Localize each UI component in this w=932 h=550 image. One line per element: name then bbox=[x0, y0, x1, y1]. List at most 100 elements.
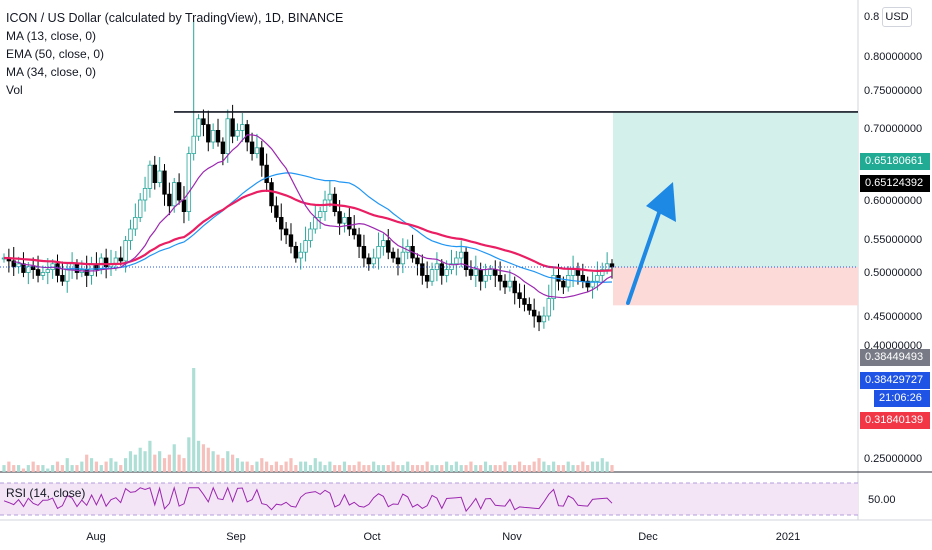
candle-body bbox=[352, 228, 357, 236]
candle-body bbox=[497, 274, 503, 282]
rsi-axis-label: 50.00 bbox=[868, 494, 896, 506]
candle-body bbox=[128, 228, 133, 241]
candle-body bbox=[371, 257, 376, 265]
volume-bar bbox=[133, 454, 137, 472]
candle-body bbox=[65, 269, 70, 282]
candle-body bbox=[502, 280, 508, 288]
candle-body bbox=[191, 135, 196, 154]
candle-body bbox=[575, 269, 581, 276]
candle-body bbox=[308, 228, 313, 241]
price-tick-label: 0.70000000 bbox=[864, 123, 922, 135]
rsi-legend[interactable]: RSI (14, close) bbox=[6, 486, 86, 500]
ma13-line bbox=[13, 134, 613, 299]
volume-bar bbox=[605, 461, 609, 472]
candle-body bbox=[303, 240, 308, 253]
volume-bar bbox=[386, 465, 390, 472]
candle-body bbox=[444, 269, 449, 276]
price-tick-label: 0.50000000 bbox=[864, 267, 922, 279]
candle-body bbox=[40, 272, 46, 276]
price-axis[interactable]: 0.250000000.400000000.450000000.50000000… bbox=[864, 11, 922, 465]
volume-bar bbox=[581, 461, 585, 472]
volume-bar bbox=[75, 465, 79, 472]
candle-body bbox=[181, 199, 187, 213]
candle-body bbox=[118, 257, 123, 262]
volume-bar bbox=[376, 465, 381, 472]
candle-body bbox=[176, 182, 182, 201]
candle-body bbox=[123, 240, 128, 262]
volume-bar bbox=[221, 458, 225, 472]
volume-bar bbox=[114, 461, 118, 472]
volume-bar bbox=[26, 465, 30, 472]
volume-bar bbox=[323, 465, 327, 472]
volume-bar bbox=[299, 461, 303, 472]
volume-bar bbox=[498, 465, 502, 472]
ema50-legend[interactable]: EMA (50, close, 0) bbox=[6, 47, 105, 61]
candle-body bbox=[580, 274, 586, 282]
candle-body bbox=[220, 141, 226, 155]
volume-bar bbox=[284, 461, 288, 472]
volume-bar bbox=[333, 465, 337, 472]
volume-bar bbox=[586, 465, 590, 472]
volume-bar bbox=[274, 461, 278, 472]
volume-bar bbox=[556, 465, 561, 472]
target-zone bbox=[613, 111, 858, 267]
rsi-line bbox=[3, 485, 613, 513]
currency-button[interactable]: USD bbox=[882, 7, 912, 27]
volume-bar bbox=[80, 461, 84, 472]
volume-bar bbox=[406, 461, 410, 472]
trade-setup-zones[interactable] bbox=[613, 111, 858, 306]
vol-legend[interactable]: Vol bbox=[6, 83, 23, 97]
candle-body bbox=[507, 280, 513, 288]
time-tick-label: Aug bbox=[86, 531, 106, 543]
volume-bar bbox=[488, 465, 492, 472]
volume-bar bbox=[12, 465, 16, 472]
volume-bar bbox=[440, 465, 444, 472]
candle-body bbox=[468, 269, 474, 276]
candle-body bbox=[536, 315, 542, 323]
volume-bar bbox=[245, 461, 249, 472]
volume-bar bbox=[46, 468, 50, 472]
time-tick-label: 2021 bbox=[776, 531, 800, 543]
price-tick-label: 0.45000000 bbox=[864, 311, 922, 323]
candle-body bbox=[527, 303, 532, 311]
candle-body bbox=[279, 216, 284, 230]
volume-bar bbox=[517, 461, 522, 472]
volume-bar bbox=[561, 465, 565, 472]
candle-body bbox=[337, 211, 342, 224]
last-price-tag: 0.38429727 bbox=[860, 372, 930, 389]
symbol-title[interactable]: ICON / US Dollar (calculated by TradingV… bbox=[6, 11, 344, 25]
candle-body bbox=[142, 187, 148, 201]
volume-bar bbox=[60, 465, 64, 472]
volume-bar bbox=[410, 465, 415, 472]
volume-bar bbox=[177, 454, 181, 472]
trend-arrow-drawing[interactable] bbox=[626, 182, 676, 305]
candle-body bbox=[196, 118, 201, 137]
candle-body bbox=[561, 280, 566, 288]
candle-body bbox=[244, 124, 250, 143]
candle-body bbox=[254, 147, 260, 155]
time-tick-label: Sep bbox=[226, 531, 246, 543]
candle-body bbox=[11, 260, 16, 268]
volume-bar bbox=[576, 465, 580, 472]
volume-bar bbox=[2, 465, 6, 472]
volume-bar bbox=[303, 461, 308, 472]
volume-bar bbox=[372, 461, 376, 472]
candle-body bbox=[570, 269, 576, 276]
candle-body bbox=[381, 240, 386, 247]
volume-bar bbox=[552, 461, 556, 472]
candle-body bbox=[463, 251, 469, 270]
volume-bar bbox=[445, 461, 449, 472]
ma34-legend[interactable]: MA (34, close, 0) bbox=[6, 65, 97, 79]
volume-bar bbox=[153, 454, 157, 472]
arrow-head bbox=[646, 182, 676, 222]
candle-body bbox=[137, 199, 143, 218]
ma13-legend[interactable]: MA (13, close, 0) bbox=[6, 29, 97, 43]
volume-bar bbox=[265, 461, 269, 472]
time-axis[interactable]: Aug Sep Oct Nov Dec 2021 bbox=[86, 531, 800, 543]
ma34-line bbox=[52, 172, 613, 284]
candle-body bbox=[488, 269, 493, 276]
horizontal-levels[interactable] bbox=[0, 111, 858, 268]
volume-bar bbox=[21, 468, 26, 472]
rsi-pane[interactable]: 50.00 bbox=[0, 482, 896, 516]
